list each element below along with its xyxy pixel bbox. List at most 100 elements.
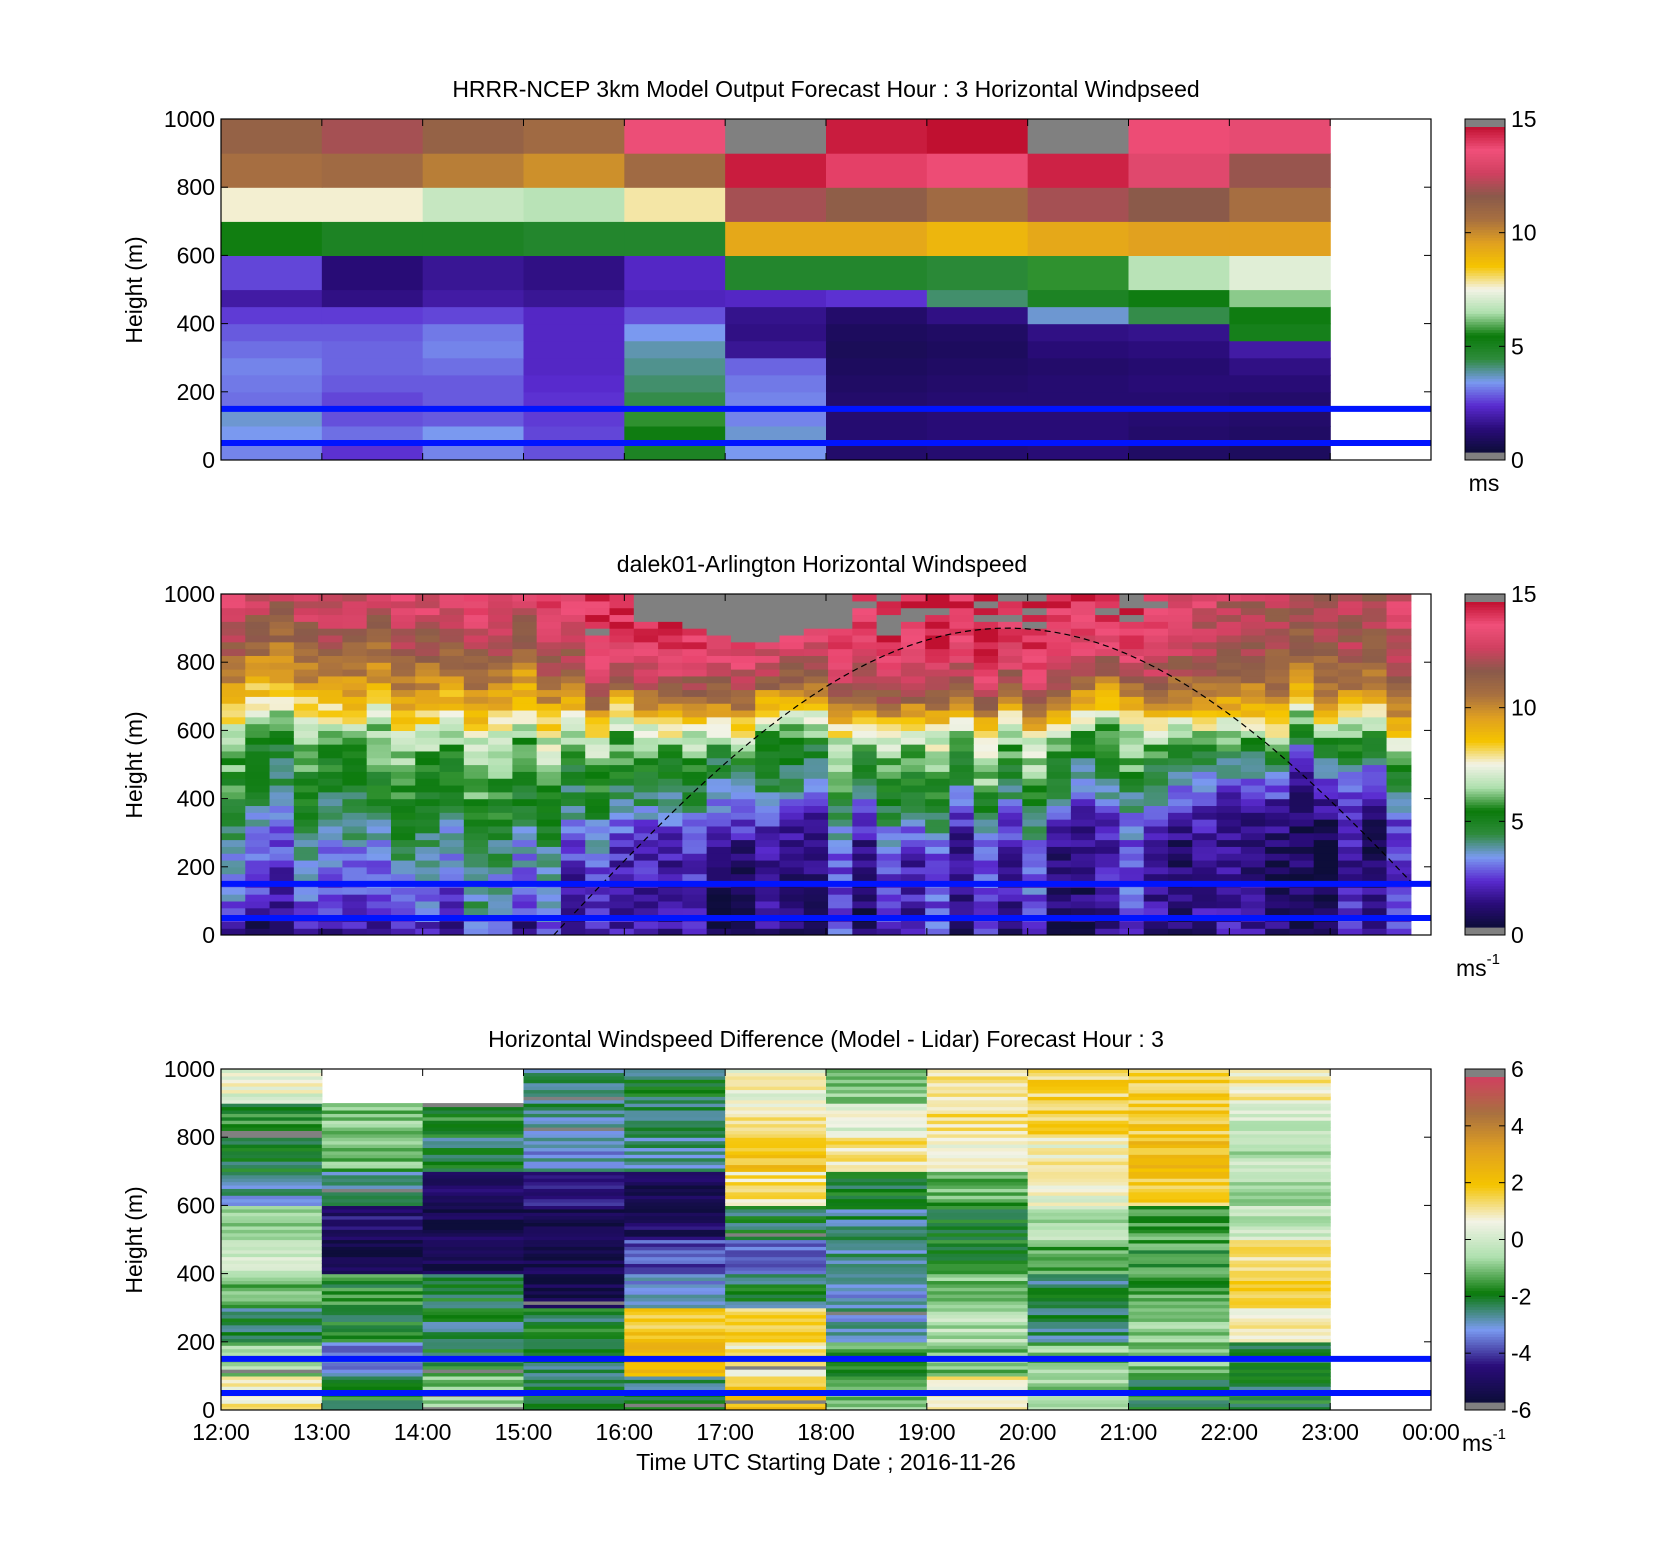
colorbar-swatch	[1465, 140, 1505, 144]
heatmap-cell	[1022, 696, 1048, 704]
heatmap-cell	[390, 696, 416, 704]
heatmap-cell	[321, 289, 424, 308]
heatmap-cell	[852, 907, 878, 916]
heatmap-cell	[725, 1311, 827, 1316]
heatmap-cell	[730, 887, 756, 895]
colorbar-swatch	[1465, 229, 1505, 234]
heatmap-cell	[523, 1147, 625, 1152]
heatmap-cell	[633, 662, 659, 670]
heatmap-cell	[422, 1174, 525, 1179]
heatmap-cell	[876, 894, 902, 902]
heatmap-cell	[725, 1120, 827, 1125]
heatmap-cell	[1168, 737, 1193, 745]
heatmap-cell	[755, 921, 781, 929]
panel-diff: Horizontal Windspeed Difference (Model -…	[121, 1026, 1532, 1475]
heatmap-cell	[321, 1188, 424, 1193]
heatmap-cell	[755, 750, 781, 759]
heatmap-cell	[900, 846, 926, 854]
heatmap-cell	[318, 716, 344, 725]
heatmap-cell	[826, 1287, 928, 1292]
heatmap-cell	[1265, 907, 1291, 916]
heatmap-cell	[293, 798, 319, 807]
heatmap-cell	[1027, 1369, 1130, 1374]
heatmap-cell	[439, 648, 465, 656]
heatmap-cell	[926, 1167, 1029, 1172]
heatmap-cell	[826, 1375, 928, 1380]
heatmap-cell	[755, 873, 781, 882]
heatmap-cell	[390, 894, 416, 902]
heatmap-cell	[658, 839, 683, 847]
heatmap-cell	[560, 703, 586, 711]
heatmap-cell	[949, 778, 975, 786]
heatmap-cell	[682, 689, 708, 697]
heatmap-cell	[536, 791, 562, 800]
heatmap-cell	[876, 607, 902, 616]
heatmap-cell	[1168, 689, 1193, 697]
colorbar-swatch	[1465, 129, 1505, 134]
heatmap-cell	[624, 1133, 726, 1138]
colorbar-tick-label: -2	[1511, 1283, 1531, 1309]
heatmap-cell	[422, 1208, 525, 1213]
heatmap-cell	[1095, 866, 1121, 875]
heatmap-cell	[1022, 853, 1048, 861]
heatmap-cell	[826, 425, 928, 444]
colorbar-swatch	[1465, 840, 1505, 844]
colorbar-swatch	[1465, 1301, 1505, 1306]
heatmap-cell	[1027, 1157, 1130, 1162]
heatmap-cell	[422, 1314, 525, 1319]
heatmap-cell	[609, 846, 635, 854]
colorbar-swatch	[1465, 389, 1505, 394]
heatmap-cell	[1168, 771, 1193, 779]
heatmap-cell	[1229, 1195, 1331, 1200]
heatmap-cell	[826, 1137, 928, 1142]
heatmap-cell	[633, 805, 659, 813]
heatmap-cell	[828, 894, 853, 902]
heatmap-cell	[422, 1154, 525, 1159]
heatmap-cell	[1386, 621, 1412, 629]
colorbar-tick-label: 15	[1511, 106, 1537, 132]
heatmap-cell	[1143, 594, 1169, 602]
heatmap-cell	[1192, 621, 1218, 629]
heatmap-cell	[1128, 1167, 1230, 1172]
heatmap-cell	[269, 805, 295, 813]
heatmap-cell	[1022, 921, 1048, 929]
heatmap-cell	[1095, 634, 1121, 643]
heatmap-cell	[269, 778, 295, 786]
heatmap-cell	[876, 669, 902, 677]
heatmap-cell	[1095, 812, 1121, 820]
heatmap-cell	[900, 682, 926, 691]
heatmap-cell	[293, 689, 319, 697]
heatmap-cell	[1289, 682, 1315, 691]
heatmap-cell	[1128, 1375, 1230, 1380]
heatmap-cell	[321, 1164, 424, 1169]
heatmap-cell	[973, 621, 999, 629]
heatmap-cell	[725, 187, 827, 222]
colorbar-swatch	[1465, 135, 1505, 139]
heatmap-cell	[1128, 306, 1230, 325]
heatmap-cell	[221, 1082, 323, 1087]
heatmap-cell	[1143, 764, 1169, 772]
heatmap-cell	[512, 825, 538, 834]
heatmap-cell	[624, 1300, 726, 1305]
colorbar-swatch	[1465, 688, 1505, 692]
heatmap-cell	[560, 846, 586, 854]
heatmap-cell	[318, 798, 344, 807]
heatmap-cell	[439, 778, 465, 786]
colorbar-swatch	[1465, 1098, 1505, 1102]
colorbar-swatch	[1465, 1231, 1505, 1235]
heatmap-cell	[1216, 600, 1242, 609]
heatmap-cell	[900, 641, 926, 650]
heatmap-cell	[488, 873, 513, 882]
heatmap-cell	[973, 928, 999, 935]
heatmap-cell	[342, 873, 368, 882]
heatmap-cell	[1229, 1348, 1331, 1353]
heatmap-cell	[221, 689, 246, 697]
heatmap-cell	[900, 709, 926, 718]
heatmap-cell	[1192, 669, 1218, 677]
heatmap-cell	[463, 887, 489, 895]
heatmap-cell	[463, 859, 489, 868]
heatmap-cell	[1070, 771, 1096, 779]
x-tick-label: 14:00	[394, 1419, 452, 1445]
heatmap-cell	[585, 825, 611, 834]
heatmap-cell	[560, 805, 586, 813]
